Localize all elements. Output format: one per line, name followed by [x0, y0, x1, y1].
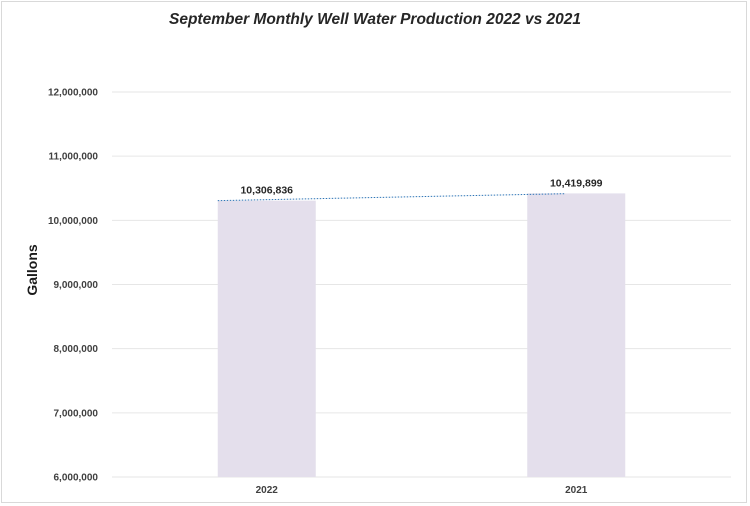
x-tick-label: 2022 — [256, 485, 279, 496]
trendline — [217, 193, 566, 202]
y-tick-label: 9,000,000 — [54, 280, 99, 291]
y-tick-label: 12,000,000 — [48, 88, 98, 99]
bar-2021 — [527, 193, 626, 477]
y-axis-label: Gallons — [24, 244, 40, 296]
x-tick-label: 2021 — [565, 485, 588, 496]
y-tick-label: 7,000,000 — [54, 408, 99, 419]
y-tick-label: 11,000,000 — [49, 152, 99, 163]
y-tick-label: 8,000,000 — [54, 344, 99, 355]
data-label-2021: 10,419,899 — [550, 177, 603, 189]
chart-title: September Monthly Well Water Production … — [168, 11, 582, 28]
bar-2022 — [217, 200, 316, 477]
y-tick-label: 6,000,000 — [54, 473, 99, 484]
y-tick-label: 10,000,000 — [48, 216, 98, 227]
data-label-2022: 10,306,836 — [240, 185, 293, 197]
